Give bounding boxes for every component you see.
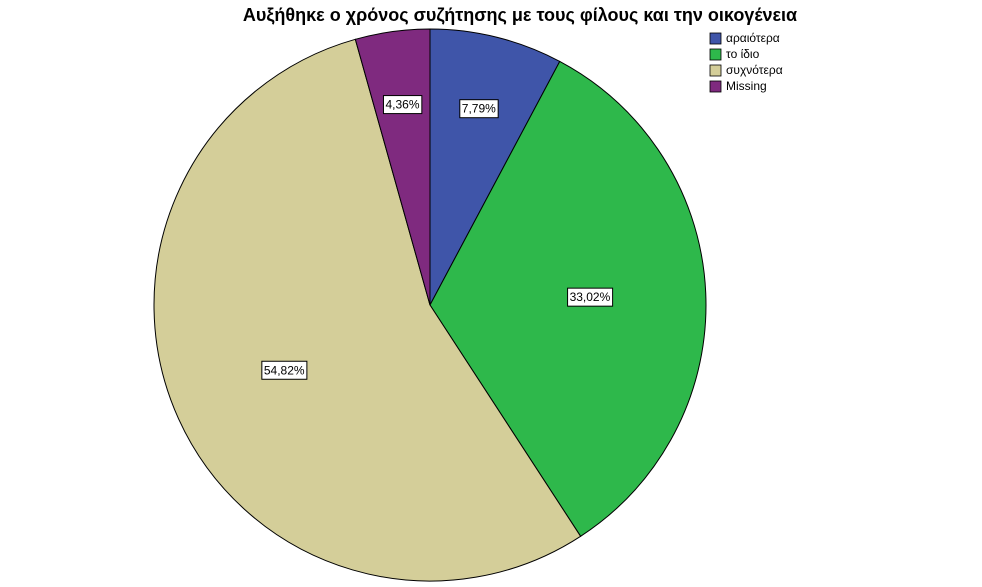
pie-slice xyxy=(153,38,582,582)
legend-label: το ίδιο xyxy=(726,47,760,61)
data-label: 54,82% xyxy=(264,363,305,377)
data-label: 33,02% xyxy=(570,290,611,304)
data-label-box xyxy=(567,287,614,307)
data-label-box xyxy=(382,95,423,115)
chart-title: Αυξήθηκε ο χρόνος συζήτησης με τους φίλο… xyxy=(243,5,797,26)
legend-label: Missing xyxy=(726,79,767,93)
legend-swatch xyxy=(709,48,722,61)
data-label-box xyxy=(261,360,308,380)
legend-swatch xyxy=(709,64,722,77)
data-label: 7,79% xyxy=(462,102,496,116)
legend-swatch xyxy=(709,80,722,93)
data-label: 4,36% xyxy=(385,98,419,112)
legend-label: συχνότερα xyxy=(726,63,783,77)
legend-label: αραιότερα xyxy=(726,31,780,45)
legend-swatch xyxy=(709,32,722,45)
pie-slice xyxy=(429,28,561,306)
data-label-box xyxy=(459,99,499,119)
